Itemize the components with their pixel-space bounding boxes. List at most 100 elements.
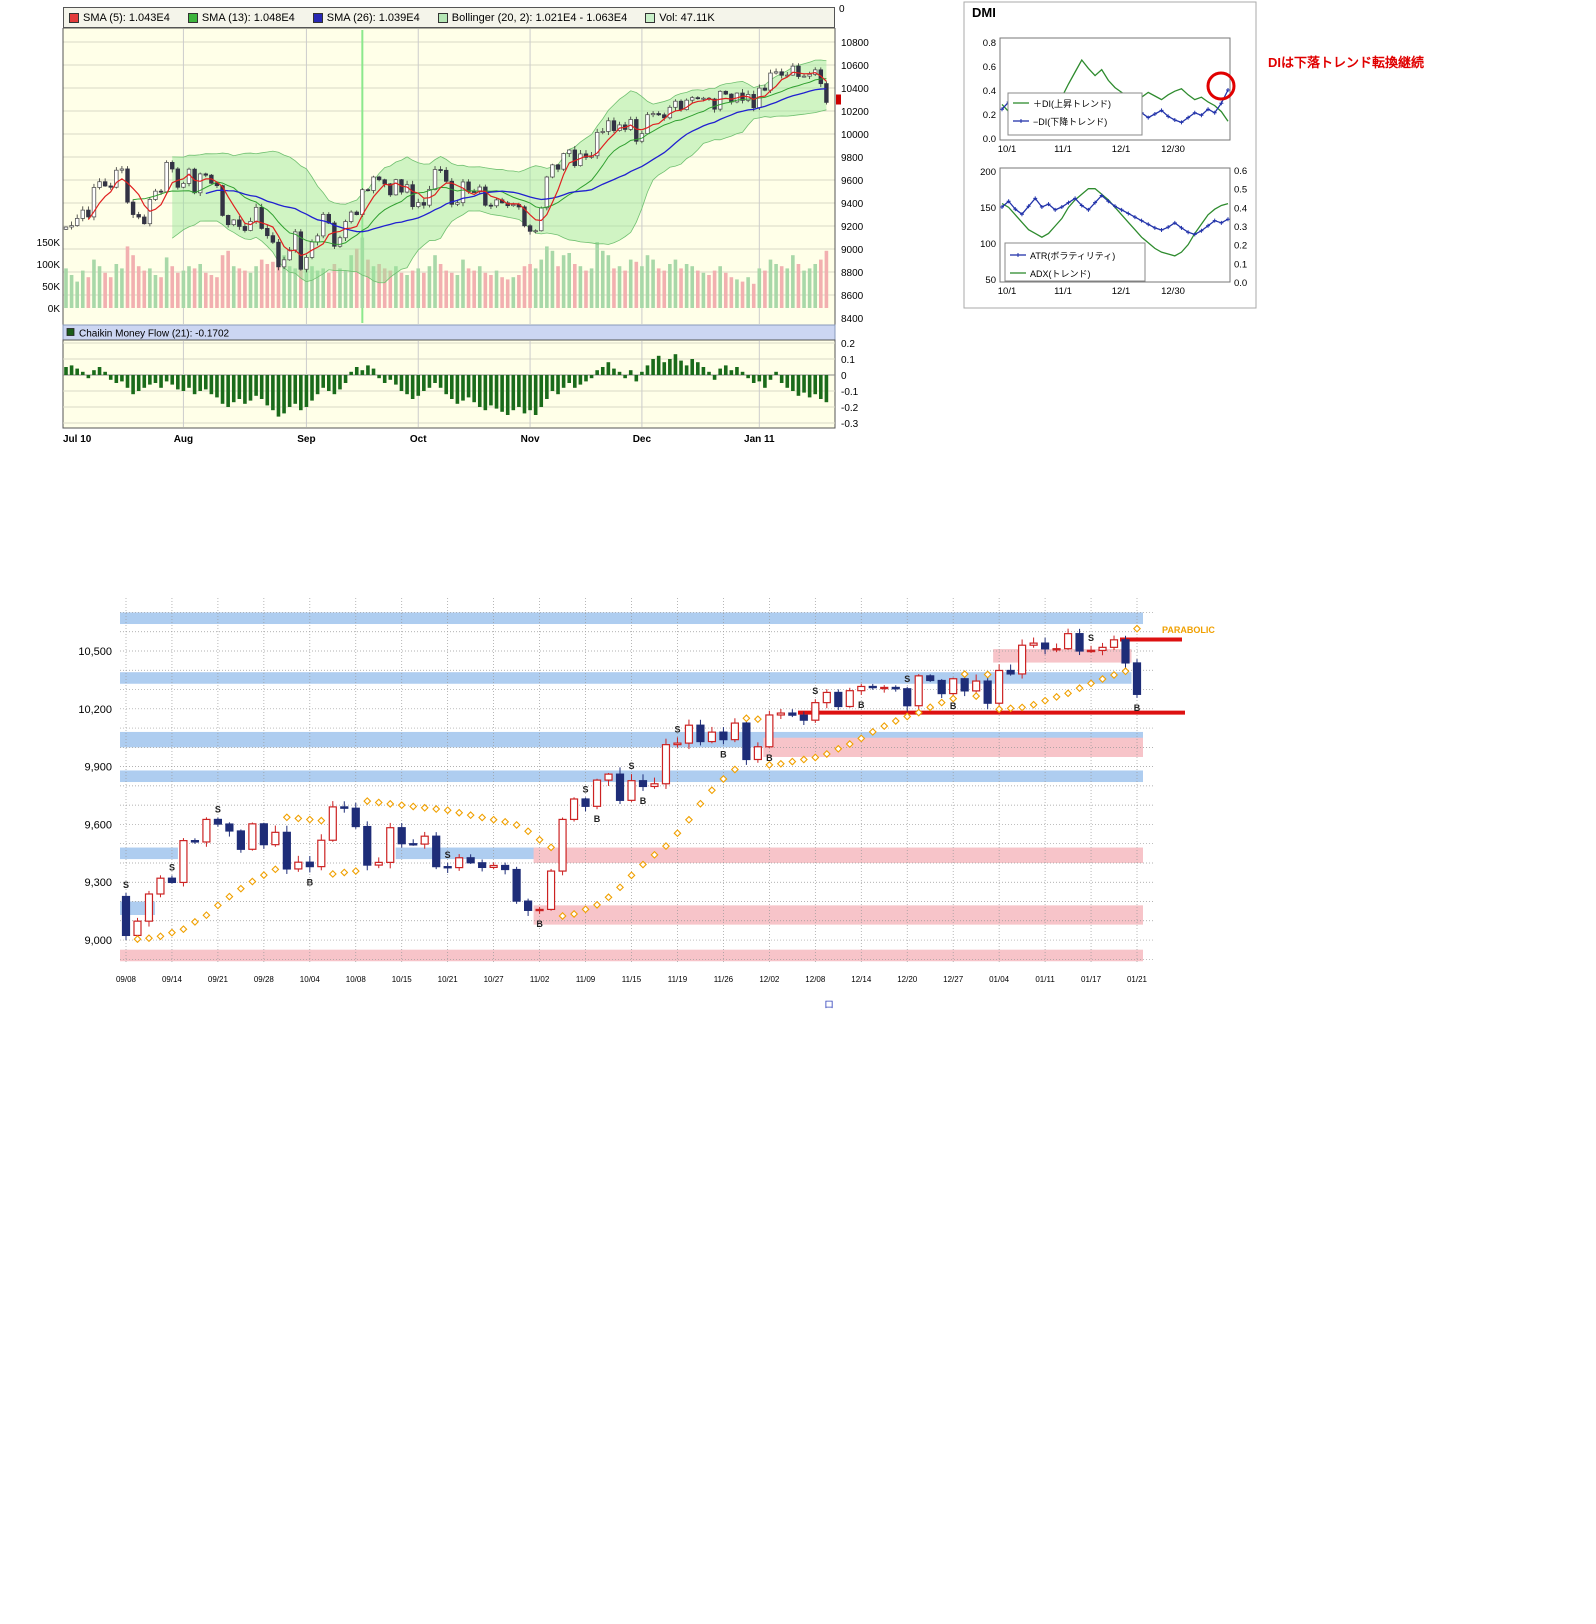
date-tick-label: 12/08 (805, 975, 826, 984)
candle-body (1018, 644, 1027, 675)
candle-body (572, 149, 578, 167)
volume-bar (533, 268, 538, 308)
adx-legend-label: ADX(トレンド) (1030, 269, 1091, 279)
parabolic-sar-dot (1041, 696, 1050, 705)
candle-body (214, 182, 220, 187)
legend-item: Bollinger (20, 2): 1.021E4 - 1.063E4 (437, 12, 627, 24)
candle-body (627, 780, 636, 801)
cmf-bar (539, 375, 544, 407)
parabolic-sar-dot (305, 815, 314, 824)
volume-bar (343, 270, 348, 308)
volume-bar (567, 253, 572, 308)
candle-body (348, 211, 354, 222)
parabolic-sar-dot (1029, 700, 1038, 709)
cmf-bar (656, 355, 661, 375)
candle-body (606, 120, 611, 132)
signal-marker: S (215, 804, 221, 814)
parabolic-sar-dot (443, 806, 452, 815)
cmf-bar (433, 375, 437, 383)
volume-bar (427, 266, 432, 308)
volume-bar (578, 266, 583, 308)
cmf-bar (573, 375, 577, 388)
candle-body (604, 773, 613, 781)
candle-body (282, 831, 291, 870)
volume-bar (757, 268, 762, 308)
cmf-bar (533, 375, 538, 415)
candle-body (937, 679, 946, 695)
candle-body (678, 100, 684, 111)
cmf-bar (299, 375, 303, 411)
cmf-bar (567, 375, 572, 383)
volume-bar (824, 250, 829, 308)
volume-bar (606, 255, 611, 308)
price-tick-label: 10,200 (78, 704, 112, 716)
volume-bar (561, 255, 566, 308)
candle-body (63, 226, 69, 230)
cmf-bar (97, 367, 102, 375)
candle-body (983, 680, 992, 704)
parabolic-label: PARABOLIC (1162, 625, 1215, 635)
cmf-axis-label: 0.2 (841, 339, 855, 350)
cmf-bar (723, 365, 728, 375)
bollinger-upper (172, 59, 827, 205)
candle-body (594, 131, 600, 157)
legend-swatch (437, 12, 448, 23)
volume-bar (198, 264, 202, 308)
candle-body (265, 228, 270, 237)
candle-body (213, 818, 223, 825)
cmf-bar (701, 367, 706, 375)
cmf-bar (343, 375, 348, 383)
date-tick-label: 12/02 (759, 975, 780, 984)
candle-body (719, 731, 728, 741)
candle-body (845, 690, 854, 708)
volume-bar (472, 270, 476, 308)
parabolic-sar-dot (156, 932, 165, 941)
volume-bar (746, 277, 750, 308)
volume-bar (125, 246, 130, 308)
volume-bar (304, 259, 309, 308)
candle-body (494, 199, 499, 207)
volume-bar (203, 272, 208, 308)
volume-bar (595, 242, 599, 308)
cmf-bar (757, 375, 762, 382)
adx-axis-label: 0.6 (1234, 166, 1247, 177)
cmf-bar (187, 375, 191, 388)
volume-bar (164, 257, 169, 308)
candle-body (569, 798, 579, 821)
cmf-bar (148, 375, 152, 385)
date-tick-label: 11/15 (622, 975, 642, 984)
signal-marker: B (307, 877, 314, 887)
candle-body (167, 877, 177, 884)
candle-body (164, 162, 169, 193)
volume-bar (394, 266, 398, 308)
candle-body (501, 864, 510, 871)
price-axis-label: 9200 (841, 222, 864, 233)
cmf-axis-label: 0.1 (841, 355, 855, 366)
volume-bar (142, 270, 147, 308)
candle-body (443, 866, 452, 869)
candle-body (156, 877, 165, 895)
cmf-bar (768, 375, 773, 380)
volume-bar (545, 246, 549, 308)
legend-item: SMA (13): 1.048E4 (187, 12, 295, 24)
parabolic-sar-dot (420, 803, 429, 812)
cmf-bar (399, 375, 404, 391)
candle-body (550, 164, 555, 178)
price-band-blue (120, 672, 1132, 684)
cmf-bar (550, 375, 555, 391)
axis-label-zero: 0 (839, 4, 845, 15)
volume-bar (377, 264, 381, 308)
cmf-bar (796, 375, 801, 396)
cmf-bar (489, 375, 493, 406)
cmf-bar (595, 370, 599, 375)
date-tick-label: 09/14 (162, 975, 183, 984)
candle-body (611, 120, 617, 131)
candle-body (125, 168, 130, 203)
candle-body (615, 773, 625, 801)
parabolic-sar-dot (937, 698, 946, 707)
parabolic-sar-dot (707, 786, 716, 795)
candle-body (270, 235, 276, 243)
volume-bar (338, 268, 342, 308)
price-axis-label: 8600 (841, 291, 864, 302)
cmf-axis-label: -0.2 (841, 403, 859, 414)
